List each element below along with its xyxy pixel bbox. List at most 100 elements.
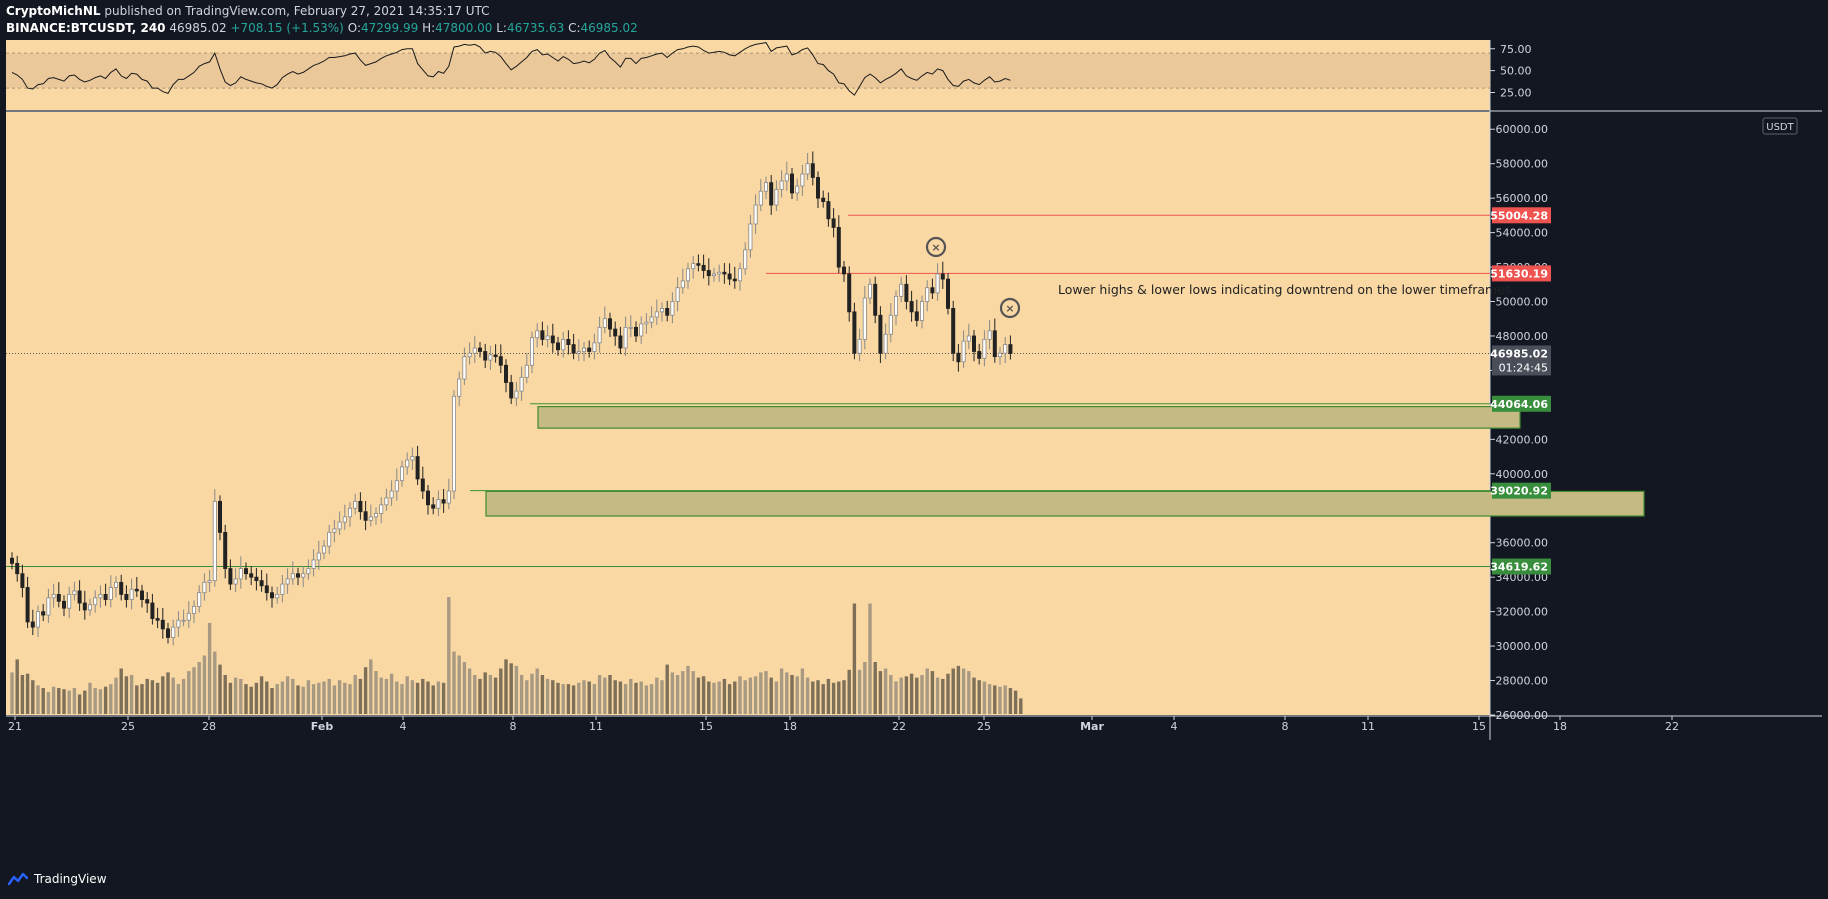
candle-body — [498, 356, 503, 366]
candle-body — [384, 497, 389, 506]
candle-body — [176, 619, 181, 628]
volume-bar — [249, 686, 253, 714]
volume-bar — [530, 673, 534, 714]
candle-body — [301, 573, 306, 578]
author-name[interactable]: CryptoMichNL — [6, 4, 101, 18]
volume-bar — [389, 673, 394, 714]
volume-bar — [821, 684, 825, 714]
low-label: L: — [496, 21, 507, 35]
volume-bar — [993, 685, 997, 714]
candle-body — [425, 490, 430, 506]
candle-body — [920, 301, 925, 321]
volume-bar — [348, 684, 352, 714]
candle-body — [327, 531, 332, 547]
volume-bar — [649, 684, 654, 714]
volume-bar — [805, 677, 810, 714]
candle-body — [457, 378, 462, 397]
volume-bar — [597, 675, 602, 714]
candle-body — [1003, 344, 1008, 354]
volume-bar — [369, 659, 373, 714]
price-tick-label: 28000.00 — [1496, 675, 1549, 688]
candle-body — [36, 611, 41, 628]
currency-label: USDT — [1766, 122, 1794, 133]
candle-body — [67, 594, 72, 609]
candle-body — [373, 513, 378, 518]
candle-body — [238, 568, 243, 580]
candle-body — [342, 516, 347, 523]
level-tag — [1492, 265, 1551, 282]
price-axis-bg — [1490, 40, 1822, 715]
volume-bar — [358, 678, 363, 714]
swing-marker-x: × — [931, 241, 940, 254]
price-tick-label: 56000.00 — [1496, 192, 1549, 205]
candle-body — [956, 352, 961, 363]
last-price: 46985.02 — [169, 21, 227, 35]
volume-bar — [129, 675, 134, 714]
volume-bar — [623, 684, 628, 714]
volume-bar — [197, 662, 201, 714]
volume-bar — [67, 690, 71, 714]
volume-bar — [20, 675, 25, 714]
volume-bar — [972, 677, 976, 714]
candle-body — [743, 249, 748, 270]
candle-body — [972, 335, 977, 352]
volume-bar — [644, 685, 649, 714]
candle-body — [753, 204, 758, 225]
candle-body — [758, 190, 763, 206]
candle-body — [660, 308, 665, 313]
open-label: O: — [347, 21, 361, 35]
volume-bar — [155, 682, 160, 714]
candle-body — [467, 352, 472, 358]
volume-bar — [353, 675, 357, 714]
candle-body — [800, 173, 805, 187]
candle-body — [821, 197, 826, 202]
level-label: 55004.28 — [1490, 209, 1548, 222]
candle-body — [883, 333, 888, 354]
candle-body — [644, 321, 649, 325]
volume-bar — [62, 689, 66, 714]
volume-bar — [722, 678, 727, 714]
volume-bar — [202, 655, 207, 714]
volume-bar — [873, 662, 877, 714]
volume-bar — [790, 675, 794, 714]
volume-bar — [998, 686, 1002, 714]
volume-bar — [868, 603, 872, 714]
volume-bar — [265, 681, 269, 714]
volume-bar — [946, 673, 950, 714]
tradingview-logo[interactable]: TradingView — [8, 872, 107, 886]
candle-body — [946, 278, 951, 309]
volume-bar — [717, 681, 721, 714]
candle-body — [280, 583, 285, 595]
time-tick-label: 25 — [121, 720, 135, 733]
candle-body — [275, 594, 280, 599]
volume-bar — [800, 668, 805, 714]
volume-bar — [192, 667, 196, 714]
swing-marker-icon — [999, 297, 1021, 319]
candle-body — [124, 594, 129, 600]
candle-body — [930, 287, 935, 294]
symbol-label[interactable]: BINANCE:BTCUSDT, 240 — [6, 21, 166, 35]
volume-bar — [556, 682, 560, 714]
high-value: 47800.00 — [435, 21, 493, 35]
volume-bar — [25, 673, 30, 714]
volume-bar — [701, 676, 706, 714]
candle-body — [514, 390, 519, 399]
price-change: +708.15 (+1.53%) — [230, 21, 344, 35]
volume-bar — [478, 678, 482, 714]
candle-body — [264, 585, 269, 594]
volume-bar — [10, 672, 14, 714]
candle-body — [556, 342, 561, 351]
candle-body — [290, 573, 295, 580]
volume-bar — [145, 678, 149, 714]
candle-body — [576, 351, 581, 354]
volume-bar — [332, 685, 337, 714]
volume-bar — [681, 671, 685, 714]
volume-bar — [421, 678, 425, 714]
volume-bar — [795, 676, 799, 714]
price-tick-label: 36000.00 — [1496, 537, 1549, 550]
volume-bar — [540, 675, 545, 714]
candle-body — [93, 597, 98, 606]
volume-bar — [46, 691, 51, 714]
volume-bar — [218, 664, 222, 714]
